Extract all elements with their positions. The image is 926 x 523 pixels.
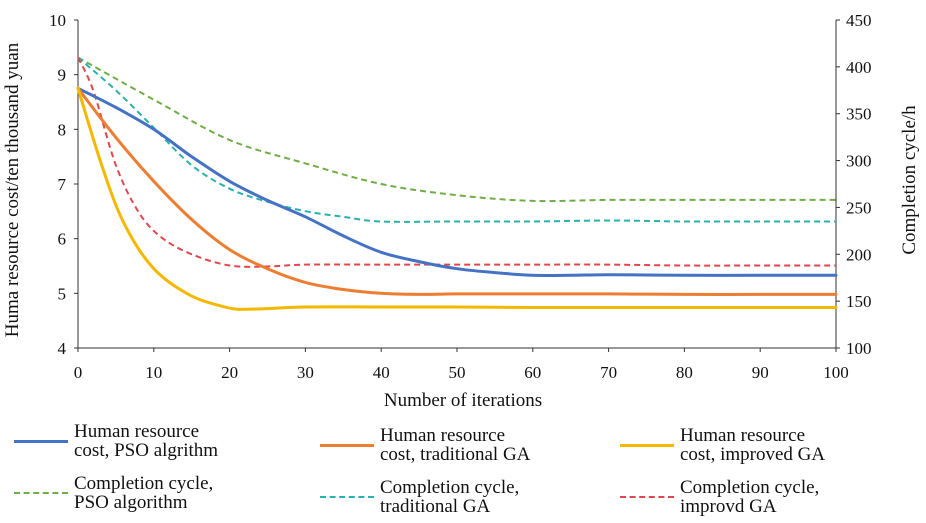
legend-item-2: Human resource cost, traditional GA [320, 426, 530, 464]
y-right-tick-label: 350 [846, 105, 872, 124]
legend-item-1: Human resource cost, PSO algrithm [14, 422, 218, 460]
legend-item-4: Completion cycle, PSO algorithm [14, 474, 213, 512]
x-tick-label: 80 [676, 363, 693, 382]
y-right-axis-title: Completion cycle/h [899, 105, 920, 255]
legend-label: Human resource cost, improved GA [680, 425, 826, 465]
y-left-tick-label: 9 [58, 66, 67, 85]
series-line-6 [77, 57, 836, 268]
legend-label: Completion cycle, traditional GA [380, 477, 520, 517]
legend-label: Human resource cost, traditional GA [380, 425, 531, 465]
axes [74, 19, 840, 352]
series-line-3 [76, 86, 838, 311]
y-left-axis-title: Huma resource cost/ten thousand yuan [2, 42, 23, 337]
legend-item-3: Human resource cost, improved GA [620, 426, 825, 464]
y-right-tick-label: 100 [846, 339, 872, 358]
y-right-tick-label: 450 [846, 11, 872, 30]
chart-area: 0 10 20 30 40 50 60 70 80 90 100 4 5 6 7 8 9 10 100 150 20… [2, 11, 920, 411]
series-lines [76, 56, 838, 311]
x-tick-label: 90 [752, 363, 769, 382]
y-left-tick-label: 4 [58, 339, 67, 358]
x-tick-label: 40 [373, 363, 390, 382]
y-right-tick-label: 200 [846, 245, 872, 264]
y-right-tick-labels: 100 150 200 250 300 350 400 450 [846, 11, 872, 358]
y-left-tick-labels: 4 5 6 7 8 9 10 [49, 11, 67, 358]
x-tick-label: 10 [145, 363, 162, 382]
y-left-tick-label: 5 [58, 284, 67, 303]
x-tick-label: 70 [600, 363, 617, 382]
x-tick-label: 20 [221, 363, 238, 382]
y-left-tick-label: 10 [49, 11, 66, 30]
y-right-tick-label: 250 [846, 198, 872, 217]
legend-swatch [14, 492, 68, 494]
legend-swatch [14, 439, 68, 443]
y-right-tick-label: 400 [846, 58, 872, 77]
legend-label: Human resource cost, PSO algrithm [74, 421, 219, 461]
legend-item-6: Completion cycle, improvd GA [620, 478, 819, 516]
x-tick-label: 60 [524, 363, 541, 382]
legend-swatch [620, 496, 674, 498]
y-left-tick-label: 7 [58, 175, 67, 194]
x-tick-label: 0 [74, 363, 83, 382]
series-line-5 [77, 56, 836, 223]
series-line-1 [76, 86, 838, 278]
x-tick-label: 100 [823, 363, 849, 382]
x-tick-label: 50 [449, 363, 466, 382]
legend-item-5: Completion cycle, traditional GA [320, 478, 519, 516]
legend-swatch [320, 496, 374, 498]
y-left-tick-label: 8 [58, 120, 67, 139]
legend: Human resource cost, PSO algrithm Human r… [0, 418, 926, 523]
x-tick-labels: 0 10 20 30 40 50 60 70 80 90 100 [74, 363, 849, 382]
legend-label: Completion cycle, PSO algorithm [74, 473, 214, 513]
series-line-4 [77, 56, 836, 203]
x-axis-title: Number of iterations [384, 390, 542, 411]
x-tick-label: 30 [297, 363, 314, 382]
y-right-tick-label: 300 [846, 152, 872, 171]
y-left-tick-label: 6 [58, 230, 67, 249]
legend-swatch [620, 443, 674, 447]
y-right-tick-label: 150 [846, 292, 872, 311]
legend-swatch [320, 443, 374, 447]
series-line-2 [76, 86, 838, 296]
legend-label: Completion cycle, improvd GA [680, 477, 820, 517]
